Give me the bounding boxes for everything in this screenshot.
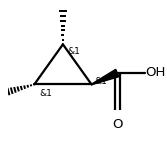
Text: OH: OH (145, 66, 166, 79)
Text: &1: &1 (67, 47, 80, 55)
Text: O: O (112, 118, 123, 131)
Text: &1: &1 (94, 77, 107, 86)
Polygon shape (92, 69, 119, 85)
Text: &1: &1 (39, 89, 52, 98)
